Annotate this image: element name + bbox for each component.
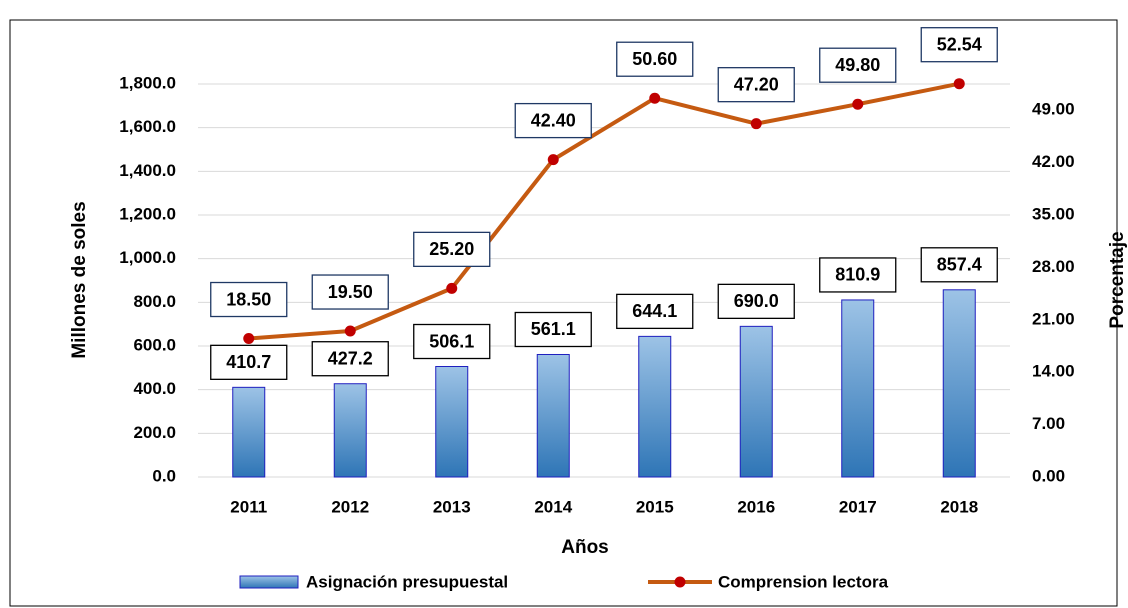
y2-tick-label: 49.00 <box>1032 100 1075 119</box>
x-tick-label: 2014 <box>534 497 572 516</box>
x-tick-label: 2017 <box>839 497 877 516</box>
line-marker <box>953 78 965 90</box>
line-marker <box>852 98 864 110</box>
data-label: 42.40 <box>531 110 576 130</box>
data-label: 810.9 <box>835 265 880 285</box>
data-label-box <box>210 344 288 380</box>
line <box>248 81 960 341</box>
line-marker <box>750 118 762 130</box>
data-label-box <box>920 27 998 63</box>
data-label-box <box>311 341 389 377</box>
y-tick-label: 1,600.0 <box>119 117 176 136</box>
y-tick-label: 400.0 <box>133 379 176 398</box>
y-tick-label: 1,200.0 <box>119 204 176 223</box>
x-tick-label: 2016 <box>737 497 775 516</box>
data-label-box <box>514 311 592 348</box>
y-tick-label: 1,000.0 <box>119 248 176 267</box>
y-tick-label: 1,800.0 <box>119 73 176 92</box>
bar <box>232 386 266 478</box>
x-tick-label: 2012 <box>331 497 369 516</box>
data-label: 690.0 <box>734 291 779 311</box>
data-label: 25.20 <box>429 239 474 259</box>
bar <box>942 289 976 478</box>
bar <box>435 366 469 478</box>
x-tick-label: 2018 <box>940 497 978 516</box>
line-marker <box>243 333 255 345</box>
y-tick-label: 0.0 <box>152 466 176 485</box>
data-label: 410.7 <box>226 352 271 372</box>
x-tick-label: 2015 <box>636 497 674 516</box>
x-axis-title: Años <box>561 537 609 558</box>
data-label-box <box>717 67 795 103</box>
data-label-box <box>616 293 694 330</box>
line-marker <box>649 92 661 104</box>
legend-swatch <box>239 575 299 589</box>
y2-tick-label: 28.00 <box>1032 257 1075 276</box>
x-tick-label: 2013 <box>433 497 471 516</box>
y2-tick-label: 0.00 <box>1032 466 1065 485</box>
data-label: 857.4 <box>937 255 982 275</box>
legend-marker <box>674 576 686 588</box>
x-tick-label: 2011 <box>230 497 267 516</box>
data-label-box <box>514 102 592 139</box>
data-label-box <box>413 231 491 268</box>
bar <box>333 383 367 478</box>
y2-tick-label: 21.00 <box>1032 309 1075 328</box>
data-label-box <box>819 47 897 83</box>
y2-axis-title: Porcentaje <box>1107 231 1128 328</box>
y2-tick-label: 35.00 <box>1032 204 1075 223</box>
data-label-box <box>819 257 897 293</box>
y2-tick-label: 14.00 <box>1032 362 1075 381</box>
data-label: 19.50 <box>328 282 373 302</box>
data-label-box <box>616 41 694 77</box>
y2-tick-label: 42.00 <box>1032 152 1075 171</box>
y-axis-title: Millones de soles <box>69 201 90 358</box>
data-label: 52.54 <box>937 34 982 54</box>
bar <box>536 353 570 478</box>
y-tick-label: 1,400.0 <box>119 161 176 180</box>
data-label-box <box>210 281 288 318</box>
bar <box>841 299 875 478</box>
line-marker <box>547 154 559 166</box>
legend-label: Comprension lectora <box>718 572 889 591</box>
legend-label: Asignación presupuestal <box>306 572 508 591</box>
data-label: 506.1 <box>429 331 474 351</box>
bar <box>638 335 672 478</box>
data-label: 644.1 <box>632 301 677 321</box>
data-label: 50.60 <box>632 49 677 69</box>
data-label: 49.80 <box>835 55 880 75</box>
bar <box>739 325 773 478</box>
y-tick-label: 200.0 <box>133 423 176 442</box>
data-label: 18.50 <box>226 289 271 309</box>
data-label-box <box>413 323 491 360</box>
data-label-box <box>717 283 795 320</box>
data-label: 561.1 <box>531 319 576 339</box>
data-label: 47.20 <box>734 74 779 94</box>
data-label-box <box>311 274 389 310</box>
line-marker <box>344 325 356 337</box>
data-label: 427.2 <box>328 348 373 368</box>
y-tick-label: 800.0 <box>133 292 176 311</box>
y-tick-label: 600.0 <box>133 335 176 354</box>
data-label-box <box>920 247 998 283</box>
y2-tick-label: 7.00 <box>1032 414 1065 433</box>
line-marker <box>446 282 458 294</box>
